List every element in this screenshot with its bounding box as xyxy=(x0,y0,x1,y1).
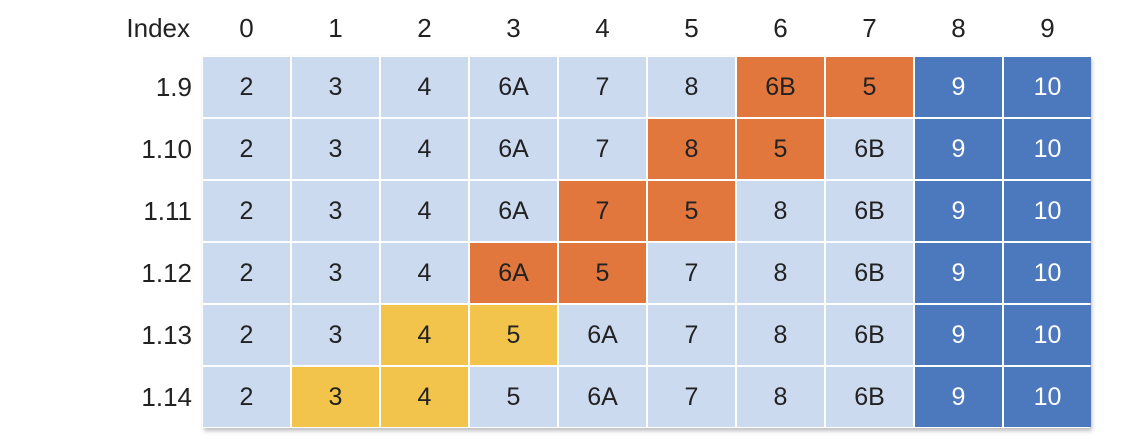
table-cell: 5 xyxy=(826,57,913,117)
table-cell: 2 xyxy=(203,305,290,365)
row-label: 1.12 xyxy=(141,257,192,288)
column-header-4: 4 xyxy=(595,12,610,43)
table-cell: 3 xyxy=(292,57,379,117)
table-cell: 7 xyxy=(648,305,735,365)
table-cell: 3 xyxy=(292,119,379,179)
table-cell: 3 xyxy=(292,367,379,427)
column-header-8: 8 xyxy=(951,12,966,43)
table-cell: 4 xyxy=(381,57,468,117)
row-label: 1.11 xyxy=(143,195,192,226)
table-cell: 4 xyxy=(381,243,468,303)
column-header-5: 5 xyxy=(684,12,699,43)
row-label: 1.9 xyxy=(155,71,192,102)
table-cell: 4 xyxy=(381,119,468,179)
table-cell: 6B xyxy=(737,57,824,117)
table-cell: 6B xyxy=(826,367,913,427)
column-header-2: 2 xyxy=(417,12,432,43)
table-cell: 6A xyxy=(559,305,646,365)
table-cell: 9 xyxy=(915,181,1002,241)
table-cell: 2 xyxy=(203,243,290,303)
table-cell: 4 xyxy=(381,181,468,241)
table-cell: 8 xyxy=(648,57,735,117)
row-label: 1.10 xyxy=(141,133,192,164)
table-cell: 7 xyxy=(559,57,646,117)
table-cell: 6A xyxy=(559,367,646,427)
column-header-9: 9 xyxy=(1040,12,1055,43)
table-cell: 7 xyxy=(648,243,735,303)
table-cell: 10 xyxy=(1004,243,1091,303)
table-cell: 6A xyxy=(470,181,557,241)
table-cell: 10 xyxy=(1004,367,1091,427)
table-cell: 6B xyxy=(826,243,913,303)
row-label: 1.14 xyxy=(141,381,192,412)
table-cell: 5 xyxy=(559,243,646,303)
table-cell: 5 xyxy=(648,181,735,241)
table-cell: 9 xyxy=(915,305,1002,365)
column-header-6: 6 xyxy=(773,12,788,43)
column-header-0: 0 xyxy=(239,12,254,43)
table-cell: 9 xyxy=(915,57,1002,117)
table-cell: 6A xyxy=(470,119,557,179)
header-row: Index 0 1 2 3 4 5 6 7 8 9 xyxy=(0,0,1148,56)
table-cell: 9 xyxy=(915,243,1002,303)
table-cell: 2 xyxy=(203,57,290,117)
table-cell: 10 xyxy=(1004,57,1091,117)
table-cell: 10 xyxy=(1004,181,1091,241)
column-header-1: 1 xyxy=(328,12,343,43)
table-cell: 3 xyxy=(292,181,379,241)
table-cell: 3 xyxy=(292,243,379,303)
table-cell: 8 xyxy=(737,367,824,427)
table-cell: 6B xyxy=(826,305,913,365)
column-header-3: 3 xyxy=(506,12,521,43)
table-cell: 6B xyxy=(826,181,913,241)
table-cell: 8 xyxy=(737,243,824,303)
table-cell: 7 xyxy=(559,119,646,179)
table-cell: 8 xyxy=(737,305,824,365)
table-cell: 10 xyxy=(1004,305,1091,365)
table-cell: 5 xyxy=(470,367,557,427)
table-cell: 9 xyxy=(915,119,1002,179)
table-cell: 2 xyxy=(203,367,290,427)
table-cell: 2 xyxy=(203,181,290,241)
table-cell: 8 xyxy=(737,181,824,241)
row-label: 1.13 xyxy=(141,319,192,350)
table-cell: 6A xyxy=(470,243,557,303)
table-cell: 4 xyxy=(381,305,468,365)
table-cell: 7 xyxy=(559,181,646,241)
table-cell: 6A xyxy=(470,57,557,117)
index-header-label: Index xyxy=(126,12,190,43)
table-cell: 5 xyxy=(737,119,824,179)
table-cell: 7 xyxy=(648,367,735,427)
table-cell: 8 xyxy=(648,119,735,179)
table-cell: 6B xyxy=(826,119,913,179)
table-cell: 2 xyxy=(203,119,290,179)
table-cell: 10 xyxy=(1004,119,1091,179)
table-cell: 5 xyxy=(470,305,557,365)
table-grid: 2 3 4 6A 7 8 6B 5 9 10 2 3 4 6A 7 8 5 6B 9 10 2 3 4 6A 7 5 8 6B 9 10 2… xyxy=(202,56,1091,428)
table-cell: 4 xyxy=(381,367,468,427)
table-cell: 9 xyxy=(915,367,1002,427)
table-cell: 3 xyxy=(292,305,379,365)
column-header-7: 7 xyxy=(862,12,877,43)
